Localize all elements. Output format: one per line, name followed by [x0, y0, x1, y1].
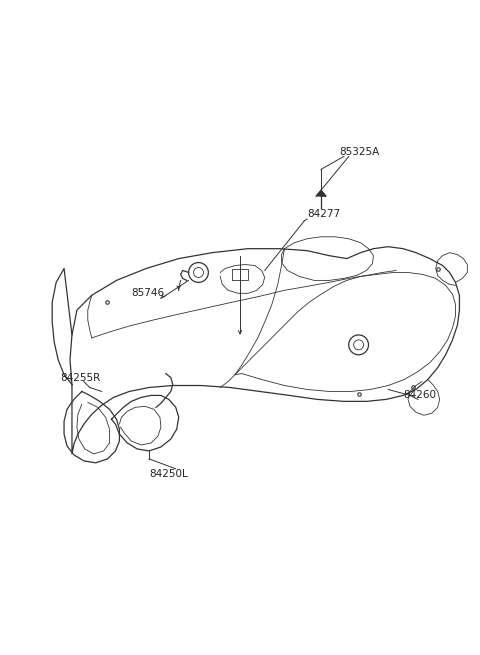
- Text: 85325A: 85325A: [339, 147, 379, 157]
- Text: 85746: 85746: [131, 288, 164, 298]
- Polygon shape: [316, 190, 326, 196]
- Text: 84250L: 84250L: [149, 469, 188, 479]
- Text: 84277: 84277: [307, 209, 340, 219]
- Text: 84260: 84260: [403, 390, 436, 400]
- Text: 84255R: 84255R: [60, 373, 100, 383]
